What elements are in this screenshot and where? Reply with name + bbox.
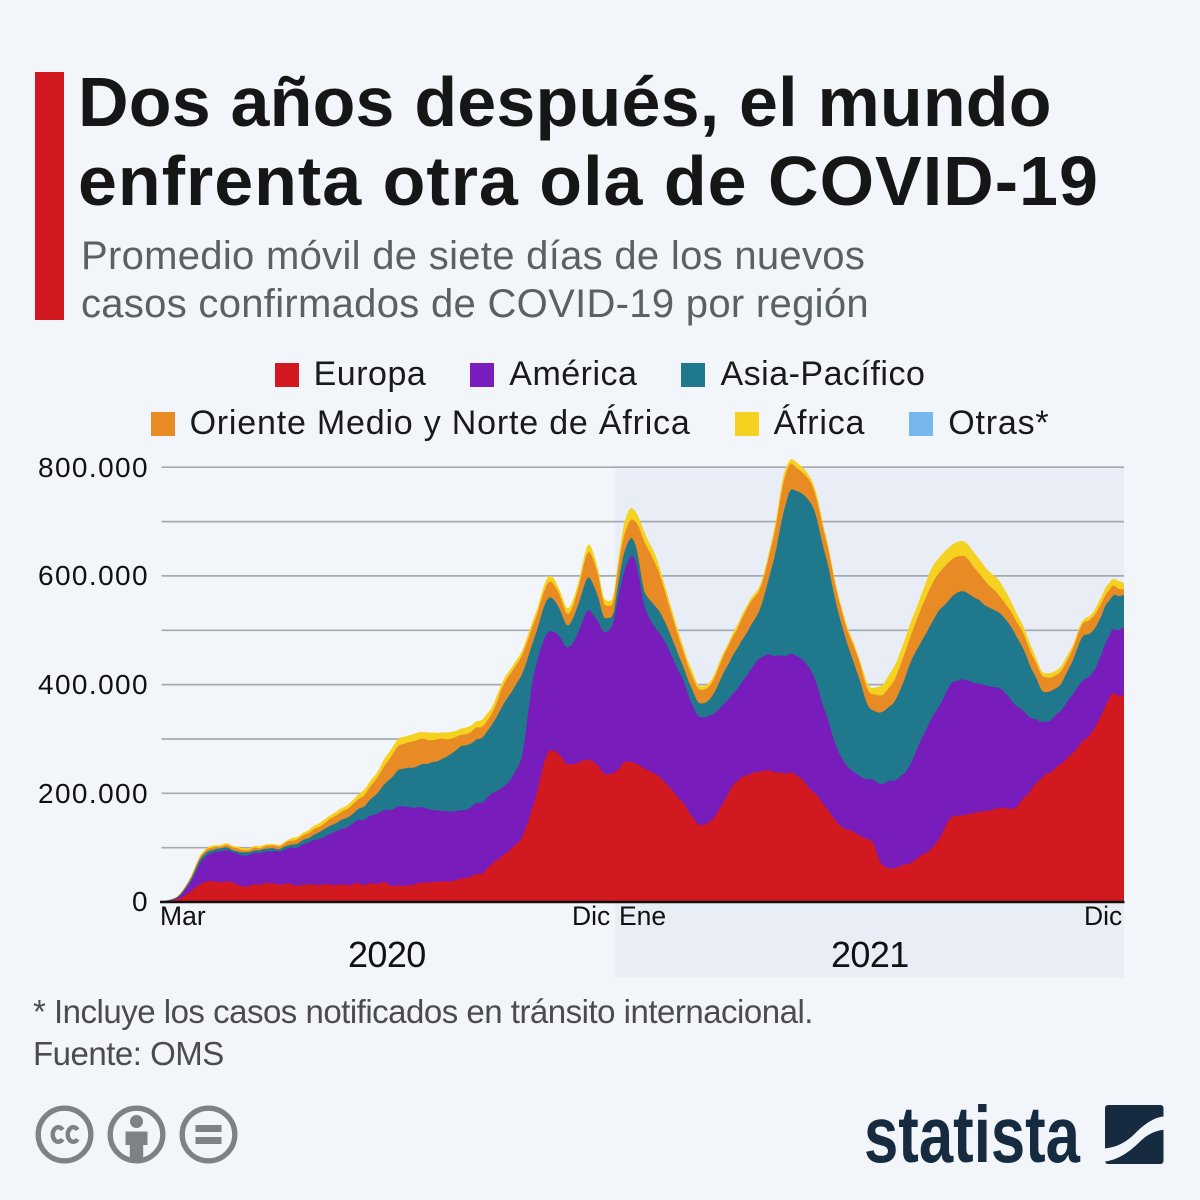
svg-text:statista: statista (864, 1095, 1080, 1175)
